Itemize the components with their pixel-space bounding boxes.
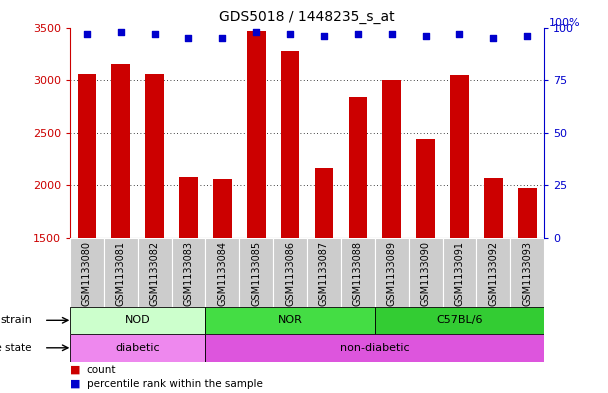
Text: GSM1133093: GSM1133093 [522, 241, 532, 306]
Text: GSM1133081: GSM1133081 [116, 241, 126, 306]
Text: GSM1133092: GSM1133092 [488, 241, 499, 306]
Bar [171, 238, 206, 307]
Bar [206, 307, 375, 334]
Text: diabetic: diabetic [116, 343, 160, 353]
Bar [341, 238, 375, 307]
Text: ■: ■ [70, 378, 80, 389]
Bar [70, 307, 206, 334]
Text: GSM1133083: GSM1133083 [184, 241, 193, 306]
Text: GSM1133082: GSM1133082 [150, 241, 160, 306]
Bar [179, 177, 198, 238]
Text: GSM1133088: GSM1133088 [353, 241, 363, 306]
Bar [247, 31, 266, 238]
Point [522, 33, 532, 39]
Bar [240, 238, 273, 307]
Point [488, 35, 498, 41]
Bar [104, 238, 137, 307]
Bar [477, 238, 510, 307]
Bar [70, 238, 104, 307]
Text: count: count [86, 365, 116, 375]
Bar [78, 74, 96, 238]
Point [285, 31, 295, 37]
Text: disease state: disease state [0, 343, 32, 353]
Text: 100%: 100% [549, 18, 581, 28]
Point [455, 31, 465, 37]
Text: NOR: NOR [278, 315, 303, 325]
Point [387, 31, 396, 37]
Text: GSM1133091: GSM1133091 [454, 241, 465, 306]
Text: GSM1133087: GSM1133087 [319, 241, 329, 306]
Text: GSM1133086: GSM1133086 [285, 241, 295, 306]
Point [319, 33, 329, 39]
Bar [137, 238, 171, 307]
Text: non-diabetic: non-diabetic [340, 343, 410, 353]
Point [116, 29, 126, 35]
Bar [348, 97, 367, 238]
Bar [206, 334, 544, 362]
Text: NOD: NOD [125, 315, 151, 325]
Text: C57BL/6: C57BL/6 [436, 315, 483, 325]
Bar [213, 179, 232, 238]
Point [150, 31, 159, 37]
Bar [443, 238, 477, 307]
Bar [518, 188, 536, 238]
Bar [307, 238, 341, 307]
Bar [375, 307, 544, 334]
Bar [281, 51, 299, 238]
Point [82, 31, 92, 37]
Point [184, 35, 193, 41]
Text: ■: ■ [70, 365, 80, 375]
Bar [416, 139, 435, 238]
Bar [111, 64, 130, 238]
Bar [273, 238, 307, 307]
Text: GSM1133085: GSM1133085 [251, 241, 261, 306]
Bar [70, 334, 206, 362]
Text: percentile rank within the sample: percentile rank within the sample [86, 378, 263, 389]
Point [218, 35, 227, 41]
Bar [382, 80, 401, 238]
Bar [510, 238, 544, 307]
Bar [450, 75, 469, 238]
Text: GSM1133080: GSM1133080 [82, 241, 92, 306]
Bar [145, 74, 164, 238]
Text: GSM1133090: GSM1133090 [421, 241, 430, 306]
Point [421, 33, 430, 39]
Bar [375, 238, 409, 307]
Bar [484, 178, 503, 238]
Title: GDS5018 / 1448235_s_at: GDS5018 / 1448235_s_at [219, 10, 395, 24]
Bar [206, 238, 240, 307]
Bar [409, 238, 443, 307]
Point [353, 31, 363, 37]
Text: GSM1133084: GSM1133084 [217, 241, 227, 306]
Text: GSM1133089: GSM1133089 [387, 241, 397, 306]
Bar [315, 168, 333, 238]
Point [251, 29, 261, 35]
Text: strain: strain [0, 315, 32, 325]
